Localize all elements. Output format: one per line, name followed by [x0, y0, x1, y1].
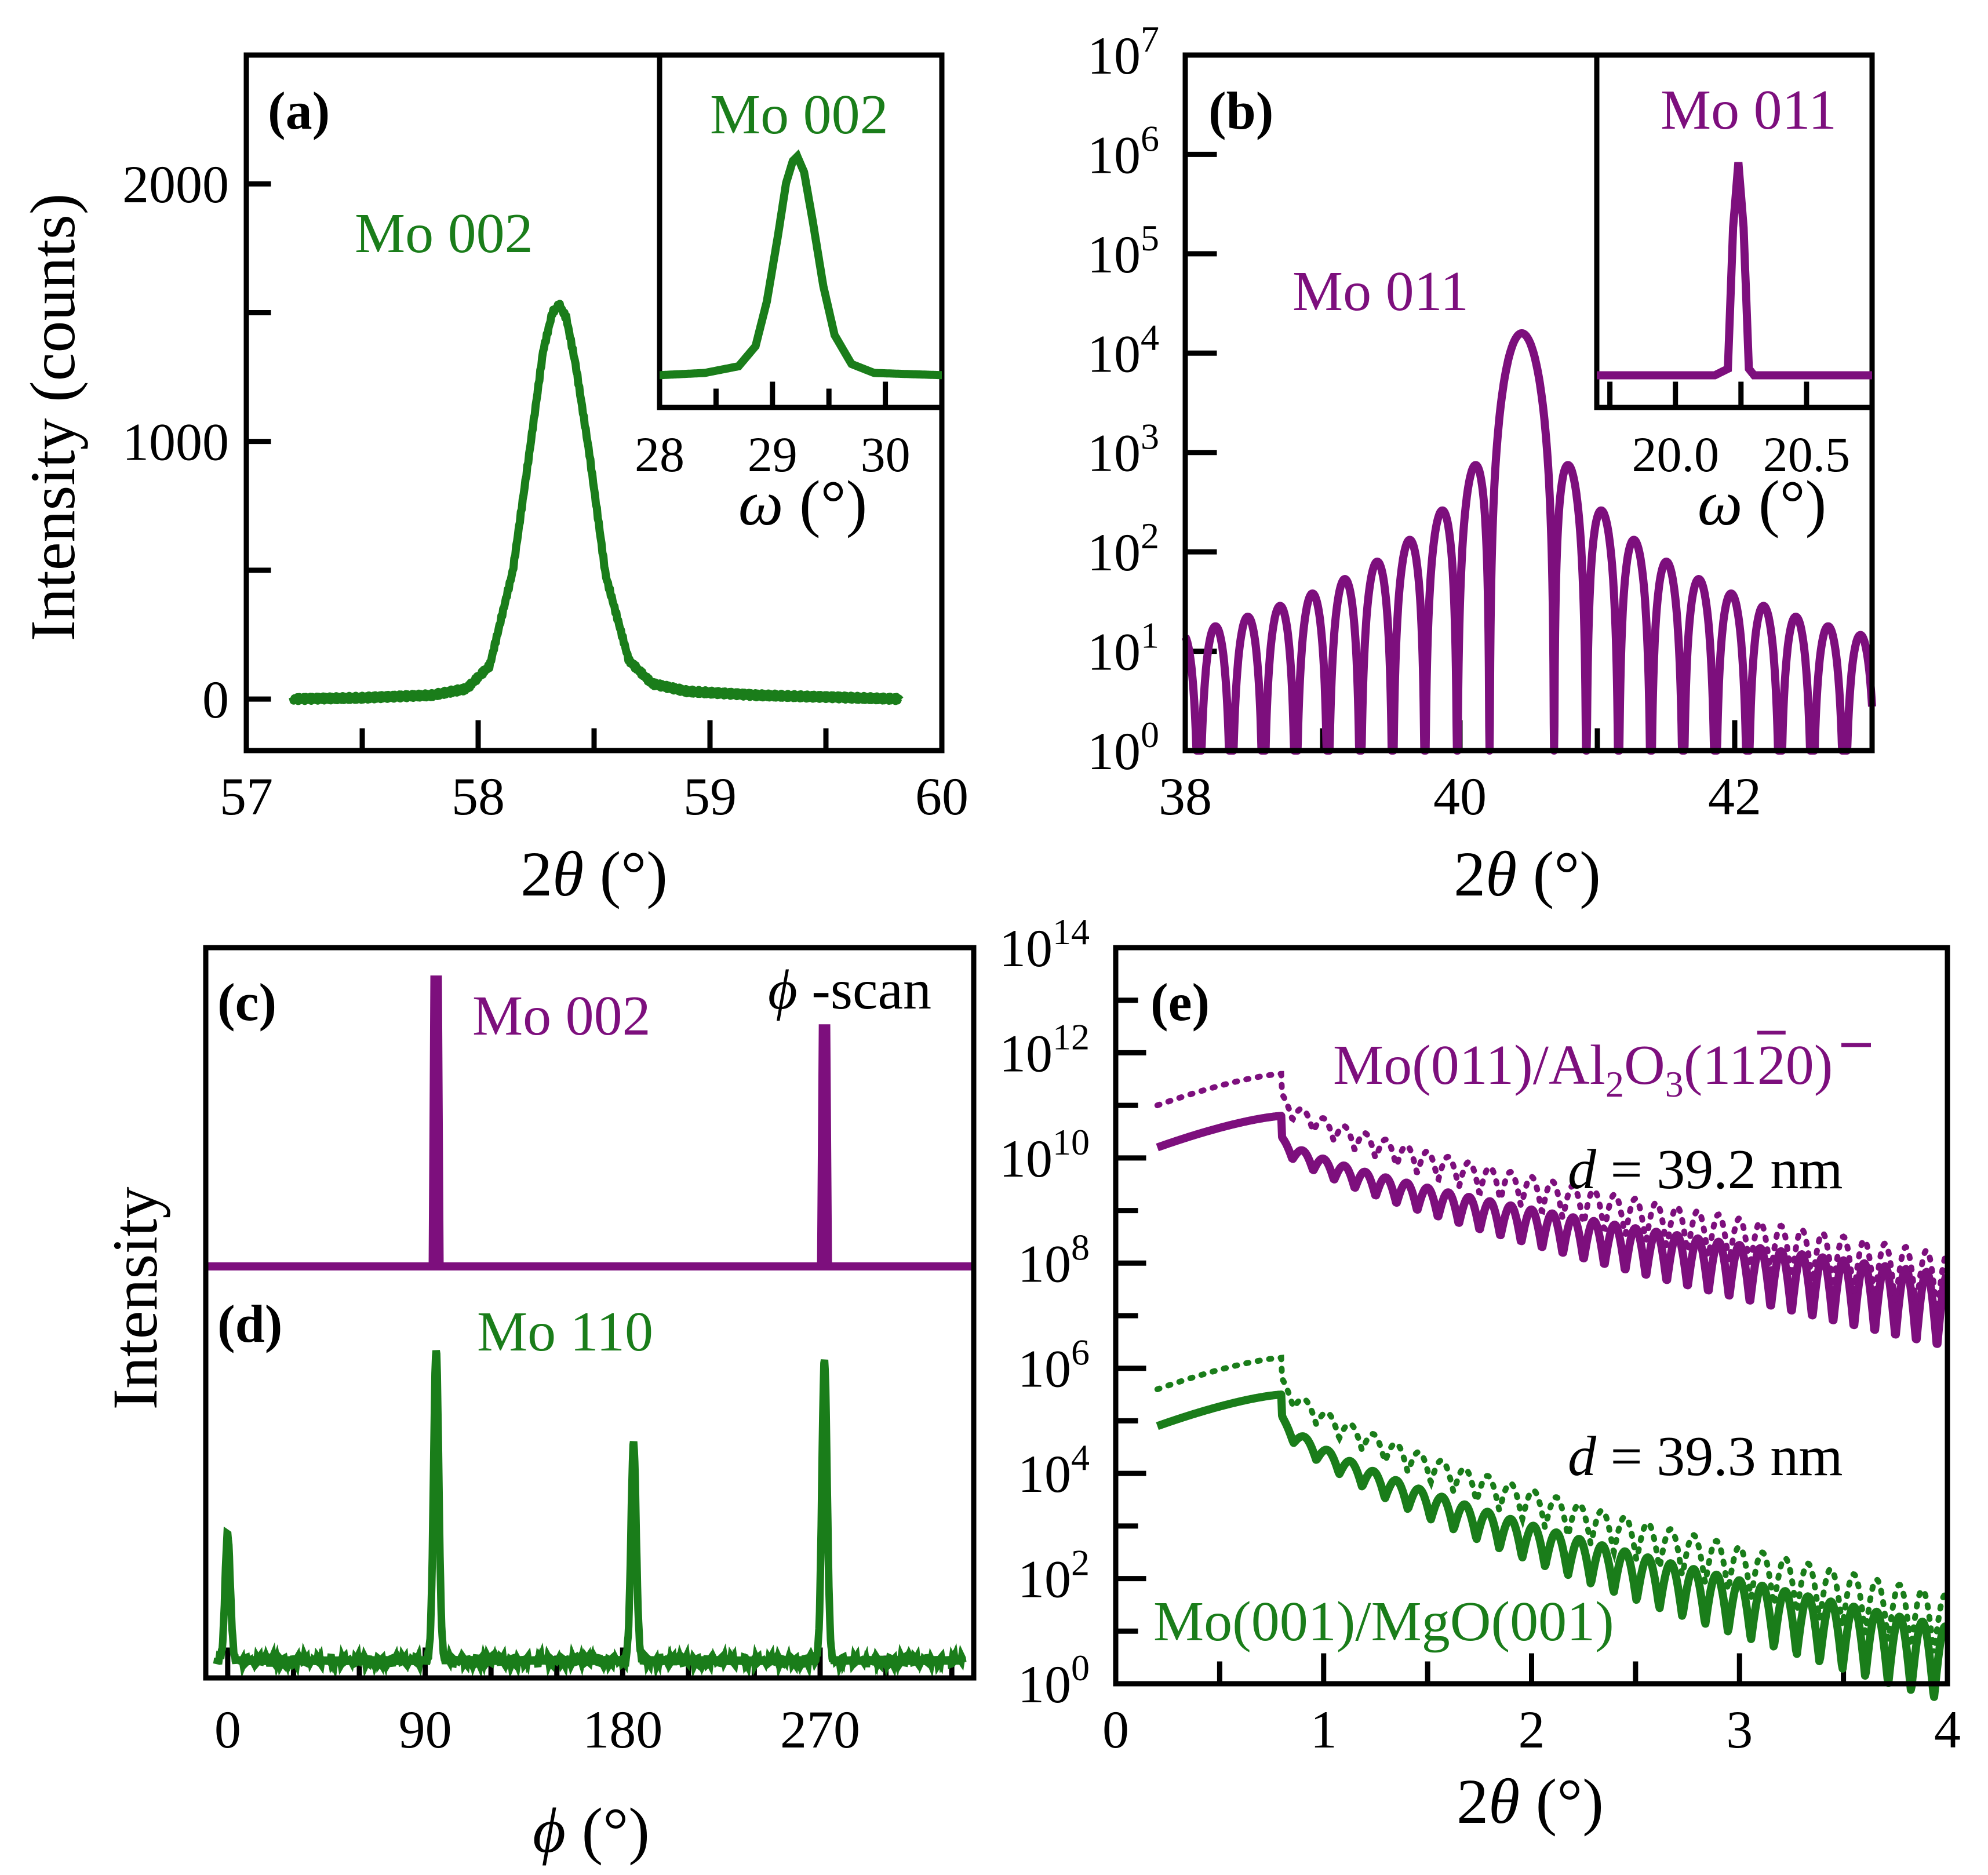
panel-a-frame [243, 52, 945, 753]
panel-e-ytick-label: 1010 [999, 1122, 1090, 1188]
panel-a-ytick-label: 0 [202, 670, 229, 729]
panel-b-inset-frame [1594, 52, 1875, 410]
panel-b-ytick-label: 107 [1087, 19, 1159, 85]
panel-b-peak-label: Mo 011 [1292, 260, 1469, 323]
panel-b-inset-xlabel: ω (°) [1698, 468, 1826, 538]
panel-e-ytick-label: 1014 [999, 911, 1090, 978]
panel-b-inset-xtick-label: 20.0 [1632, 427, 1719, 482]
panel-c-peak-label: Mo 002 [472, 985, 651, 1047]
panel-e-ytick-label: 108 [1018, 1226, 1090, 1293]
panel-a-inset-xtick-label: 30 [861, 427, 911, 482]
panel-e-top-sample-label: Mo(011)/Al2O3(1120) [1333, 1034, 1833, 1105]
panel-d-peak-label: Mo 110 [477, 1301, 653, 1363]
panel-b-xtick-label: 42 [1708, 767, 1761, 826]
panel-cd-xtick-label: 180 [582, 1700, 662, 1759]
panel-a-inset-series-line [660, 149, 942, 380]
panel-e-ytick-label: 104 [1018, 1437, 1090, 1503]
panel-e-xtick-label: 3 [1726, 1700, 1753, 1759]
panel-a-inset-peak-label: Mo 002 [710, 83, 889, 146]
panel-e-series-0 [1154, 1112, 1950, 1348]
panel-a-inset-frame [657, 52, 945, 410]
panel-b-ytick-label: 106 [1087, 118, 1159, 184]
panel-cd-ylabel: Intensity [100, 1187, 170, 1410]
panel-b-inset-peak-label: Mo 011 [1661, 79, 1837, 141]
panel-cd-xlabel: ϕ (°) [533, 1795, 650, 1866]
panel-a-peak-label: Mo 002 [355, 202, 533, 265]
panel-b-inset-series-line [1597, 162, 1872, 380]
panel-e: 100 102 104 106 108 1010 1012 1014 0 1 2 3 4 (e) Mo… [999, 911, 1961, 1837]
panel-b-xlabel: 2θ (°) [1454, 839, 1601, 909]
panel-cd-frame [203, 945, 977, 1681]
panel-b: 100 101 102 103 104 105 106 107 38 40 42 (b) Mo 0… [1087, 19, 1876, 909]
panel-cd-xtick-label: 90 [399, 1700, 452, 1759]
panel-e-ytick-label: 1012 [999, 1016, 1090, 1083]
panel-a-ylabel: Intensity (counts) [17, 194, 88, 642]
panel-a-xlabel: 2θ (°) [520, 839, 668, 909]
panel-a-xtick-label: 57 [220, 767, 273, 826]
panel-a-xtick-label: 60 [915, 767, 968, 826]
panel-a-ytick-label: 1000 [122, 413, 229, 472]
panel-c-scan-label: ϕ -scan [768, 959, 931, 1021]
panel-b-inset-xtick-label: 20.5 [1763, 427, 1851, 482]
panel-b-ytick-label: 104 [1087, 316, 1159, 383]
panel-a-xtick-label: 59 [683, 767, 737, 826]
panel-e-label: (e) [1150, 973, 1210, 1032]
panel-d-series-line [213, 1350, 967, 1679]
panel-b-ytick-label: 105 [1087, 217, 1159, 284]
panel-e-series-3 [1154, 1355, 1950, 1654]
panel-e-xtick-label: 1 [1310, 1700, 1337, 1759]
panel-e-xlabel: 2θ (°) [1457, 1766, 1604, 1837]
panel-b-ytick-label: 101 [1087, 615, 1159, 682]
panel-c-series-line [206, 975, 974, 1270]
panel-e-ytick-label: 102 [1018, 1542, 1090, 1609]
panel-cd: Intensity 0 90 180 270 (c) (d) Mo 002 Mo 11… [100, 945, 977, 1866]
panel-e-xtick-label: 4 [1934, 1700, 1961, 1759]
panel-e-series-2 [1154, 1390, 1950, 1701]
panel-a-inset-xtick-label: 29 [748, 427, 798, 482]
panel-a: Intensity (counts) 0 1000 2000 57 58 59 60 (a… [17, 52, 968, 909]
panel-e-top-thickness: d = 39.2 nm [1568, 1138, 1843, 1201]
panel-b-label: (b) [1208, 81, 1273, 140]
panel-e-bottom-thickness: d = 39.3 nm [1568, 1425, 1843, 1488]
panel-b-ytick-label: 102 [1087, 515, 1159, 582]
panel-b-xtick-label: 40 [1433, 767, 1487, 826]
panel-e-frame [1113, 945, 1950, 1687]
panel-a-inset-xlabel: ω (°) [738, 468, 867, 538]
panel-e-series-1 [1154, 1071, 1950, 1315]
panel-d-label: (d) [217, 1294, 282, 1353]
panel-b-ytick-label: 100 [1087, 714, 1159, 781]
panel-b-series-line [1181, 329, 1876, 755]
panel-b-ytick-label: 103 [1087, 416, 1159, 483]
panel-c-label: (c) [217, 973, 276, 1032]
panel-cd-xtick-label: 270 [780, 1700, 860, 1759]
panel-e-xtick-label: 0 [1102, 1700, 1129, 1759]
panel-a-inset-xtick-label: 28 [635, 427, 684, 482]
panel-b-xtick-label: 38 [1159, 767, 1212, 826]
panel-e-ytick-label: 106 [1018, 1332, 1090, 1399]
panel-a-ytick-label: 2000 [122, 155, 229, 214]
panel-e-bottom-sample-label: Mo(001)/MgO(001) [1153, 1590, 1614, 1653]
panel-a-label: (a) [268, 81, 330, 140]
panel-a-xtick-label: 58 [452, 767, 505, 826]
panel-e-xtick-label: 2 [1519, 1700, 1545, 1759]
panel-e-ytick-label: 100 [1018, 1647, 1090, 1714]
panel-a-series-line [289, 300, 904, 705]
panel-cd-xtick-label: 0 [214, 1700, 241, 1759]
